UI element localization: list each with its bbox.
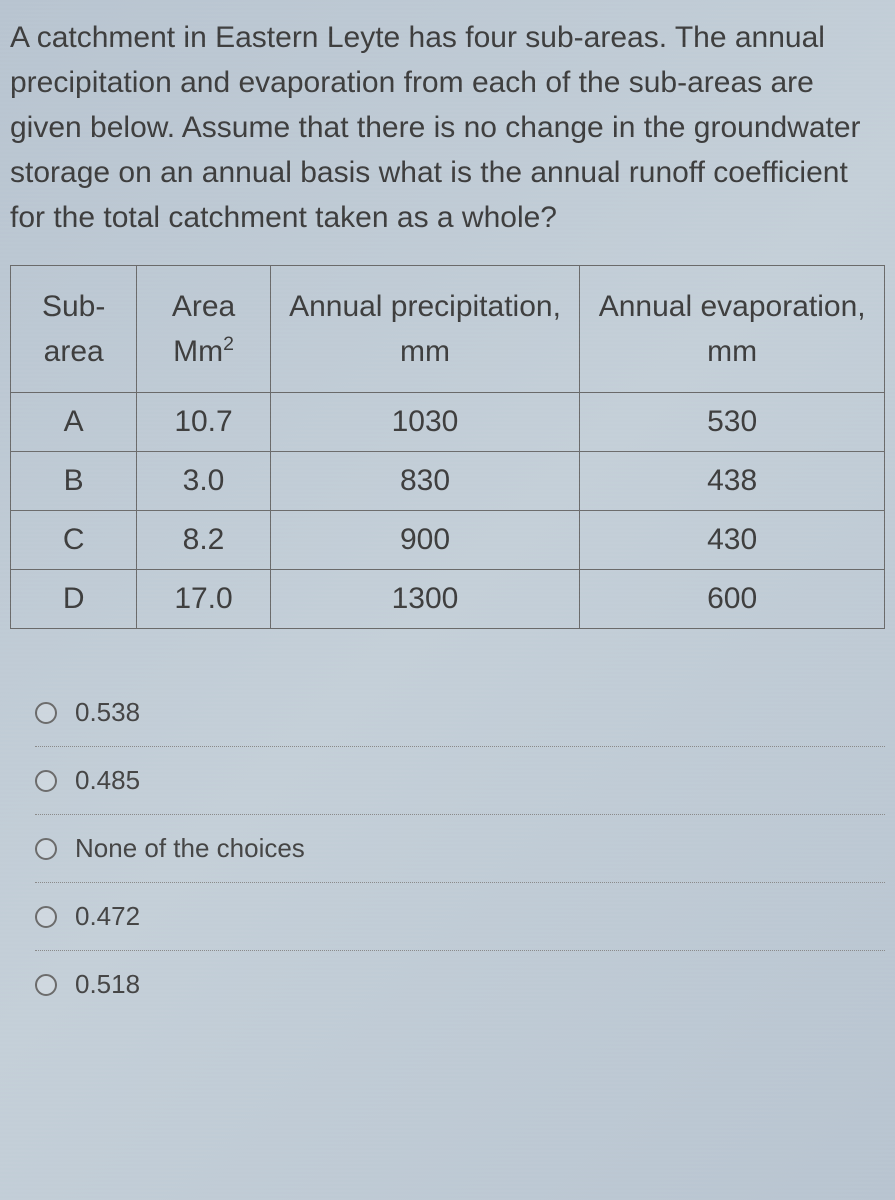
options-group: 0.538 0.485 None of the choices 0.472 0.… — [10, 679, 885, 1018]
option-label: 0.472 — [75, 901, 140, 932]
option-row[interactable]: 0.538 — [35, 679, 885, 747]
radio-icon — [35, 906, 57, 928]
table-row: A 10.7 1030 530 — [11, 393, 885, 452]
option-label: 0.485 — [75, 765, 140, 796]
cell-evaporation: 438 — [580, 452, 885, 511]
cell-precipitation: 830 — [270, 452, 580, 511]
data-table: Sub-area Area Mm2 Annual precipitation, … — [10, 265, 885, 629]
cell-precipitation: 1030 — [270, 393, 580, 452]
cell-area: 10.7 — [137, 393, 270, 452]
radio-icon — [35, 838, 57, 860]
option-label: None of the choices — [75, 833, 305, 864]
cell-evaporation: 600 — [580, 570, 885, 629]
option-label: 0.538 — [75, 697, 140, 728]
cell-subarea: A — [11, 393, 137, 452]
cell-subarea: D — [11, 570, 137, 629]
table-row: D 17.0 1300 600 — [11, 570, 885, 629]
radio-icon — [35, 702, 57, 724]
cell-subarea: C — [11, 511, 137, 570]
cell-area: 8.2 — [137, 511, 270, 570]
cell-evaporation: 530 — [580, 393, 885, 452]
col-header-subarea: Sub-area — [11, 266, 137, 393]
radio-icon — [35, 974, 57, 996]
col-header-area: Area Mm2 — [137, 266, 270, 393]
cell-area: 17.0 — [137, 570, 270, 629]
cell-subarea: B — [11, 452, 137, 511]
cell-precipitation: 1300 — [270, 570, 580, 629]
cell-area: 3.0 — [137, 452, 270, 511]
radio-icon — [35, 770, 57, 792]
table-header-row: Sub-area Area Mm2 Annual precipitation, … — [11, 266, 885, 393]
col-header-evaporation: Annual evaporation, mm — [580, 266, 885, 393]
question-text: A catchment in Eastern Leyte has four su… — [10, 15, 885, 240]
option-row[interactable]: 0.485 — [35, 747, 885, 815]
cell-precipitation: 900 — [270, 511, 580, 570]
option-row[interactable]: 0.472 — [35, 883, 885, 951]
table-row: C 8.2 900 430 — [11, 511, 885, 570]
option-row[interactable]: 0.518 — [35, 951, 885, 1018]
col-header-precipitation: Annual precipitation, mm — [270, 266, 580, 393]
option-row[interactable]: None of the choices — [35, 815, 885, 883]
cell-evaporation: 430 — [580, 511, 885, 570]
table-row: B 3.0 830 438 — [11, 452, 885, 511]
option-label: 0.518 — [75, 969, 140, 1000]
